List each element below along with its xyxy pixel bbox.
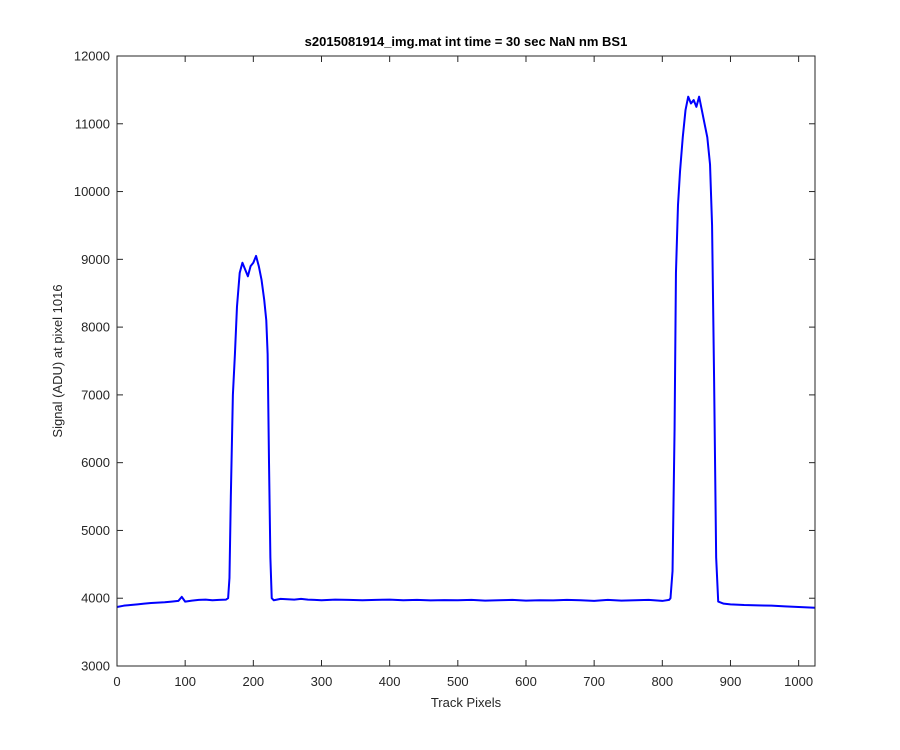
y-tick-label-9000: 9000: [81, 252, 110, 267]
y-tick-label-7000: 7000: [81, 387, 110, 402]
y-tick-label-4000: 4000: [81, 591, 110, 606]
series-line-1: [116, 95, 816, 609]
x-tick-label-1000: 1000: [784, 674, 813, 689]
x-tick-label-0: 0: [113, 674, 120, 689]
y-tick-label-3000: 3000: [81, 659, 110, 674]
y-tick-label-10000: 10000: [74, 184, 110, 199]
x-tick-label-600: 600: [515, 674, 537, 689]
chart-title: s2015081914_img.mat int time = 30 sec Na…: [305, 34, 628, 49]
y-axis-label: Signal (ADU) at pixel 1016: [50, 284, 65, 437]
plot-area: [117, 56, 815, 666]
x-tick-label-400: 400: [379, 674, 401, 689]
series-layer: [116, 95, 816, 609]
y-tick-label-12000: 12000: [74, 49, 110, 64]
x-tick-label-300: 300: [311, 674, 333, 689]
x-tick-label-100: 100: [174, 674, 196, 689]
x-axis-ticks: 0 100 200 300 400 500 600 700 800 900 1000: [113, 56, 813, 689]
y-axis-ticks: 3000 4000 5000 6000 7000 8000 9000 10000 11000 12…: [74, 49, 815, 674]
x-tick-label-700: 700: [583, 674, 605, 689]
x-axis-label: Track Pixels: [431, 695, 502, 710]
y-tick-label-5000: 5000: [81, 523, 110, 538]
x-tick-label-900: 900: [720, 674, 742, 689]
x-tick-label-800: 800: [651, 674, 673, 689]
x-tick-label-500: 500: [447, 674, 469, 689]
axes-box: [116, 55, 816, 667]
x-tick-label-200: 200: [242, 674, 264, 689]
y-tick-label-8000: 8000: [81, 320, 110, 335]
y-tick-label-11000: 11000: [75, 116, 110, 131]
y-tick-label-6000: 6000: [81, 455, 110, 470]
